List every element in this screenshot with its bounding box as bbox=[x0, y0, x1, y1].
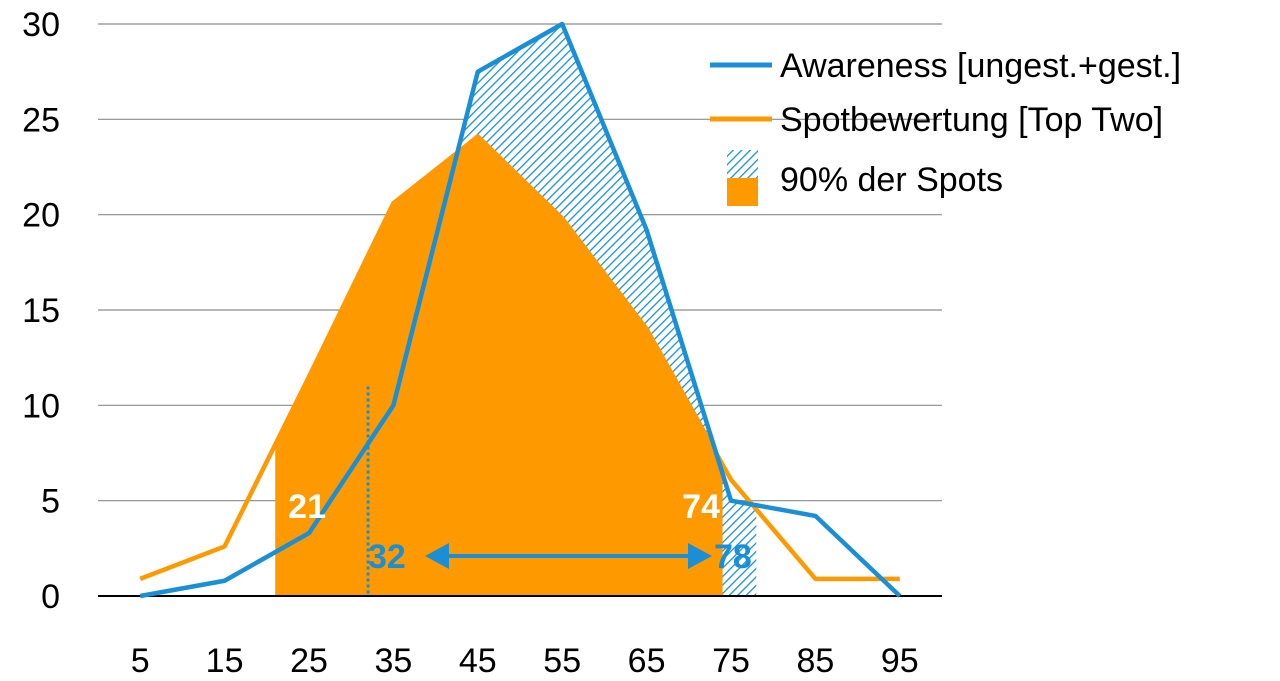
legend-swatch-hatched-area bbox=[727, 150, 758, 178]
spot-band-end-label: 74 bbox=[682, 488, 720, 526]
x-tick-label-55: 55 bbox=[543, 642, 581, 680]
spot-band-start-label: 21 bbox=[288, 488, 326, 526]
y-tick-label-20: 20 bbox=[22, 197, 60, 235]
y-tick-label-5: 5 bbox=[41, 483, 60, 521]
x-tick-label-65: 65 bbox=[628, 642, 666, 680]
x-tick-label-95: 95 bbox=[881, 642, 919, 680]
legend-label-spotbewertung: Spotbewertung [Top Two] bbox=[780, 101, 1163, 139]
series-lines bbox=[139, 21, 902, 599]
y-tick-label-25: 25 bbox=[22, 101, 60, 139]
legend-label-awareness: Awareness [ungest.+gest.] bbox=[780, 47, 1181, 85]
legend-swatch-orange-area bbox=[727, 178, 758, 206]
y-tick-label-30: 30 bbox=[22, 6, 60, 44]
x-tick-label-5: 5 bbox=[131, 642, 150, 680]
series-line-spotbewertung bbox=[139, 134, 900, 582]
range-arrow-right-head bbox=[688, 543, 712, 569]
spotbewertung-90pct-area bbox=[275, 136, 723, 596]
range-arrow-left-head bbox=[425, 543, 449, 569]
awareness-band-start-label: 32 bbox=[368, 538, 406, 576]
axes: 0 5 10 15 20 25 30 5 15 25 35 45 55 65 75 85 95 bbox=[22, 6, 942, 680]
legend-label-area: 90% der Spots bbox=[780, 161, 1003, 199]
legend: Awareness [ungest.+gest.] Spotbewertung … bbox=[710, 47, 1181, 206]
band-areas bbox=[275, 24, 757, 596]
awareness-band-end-label: 78 bbox=[714, 538, 752, 576]
x-tick-label-75: 75 bbox=[712, 642, 750, 680]
series-line-awareness bbox=[139, 21, 902, 599]
annotations: 21 74 32 78 bbox=[288, 386, 752, 596]
x-tick-label-45: 45 bbox=[459, 642, 497, 680]
y-tick-label-0: 0 bbox=[41, 578, 60, 616]
y-tick-label-15: 15 bbox=[22, 292, 60, 330]
x-tick-label-25: 25 bbox=[290, 642, 328, 680]
x-tick-label-15: 15 bbox=[206, 642, 244, 680]
x-tick-label-35: 35 bbox=[374, 642, 412, 680]
x-tick-label-85: 85 bbox=[796, 642, 834, 680]
y-tick-label-10: 10 bbox=[22, 387, 60, 425]
